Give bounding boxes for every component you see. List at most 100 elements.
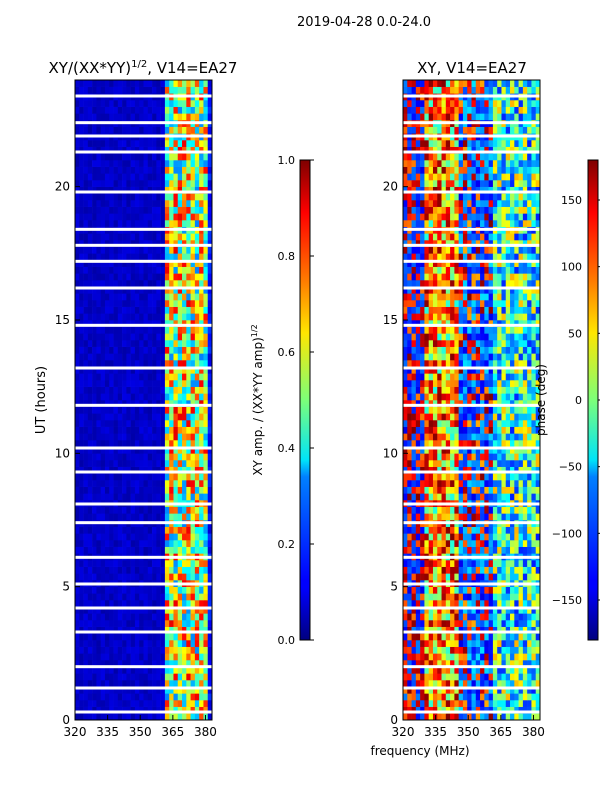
left-heatmap-cell: [79, 380, 84, 387]
left-heatmap-cell: [160, 586, 166, 594]
left-heatmap-cell: [87, 366, 93, 374]
right-heatmap-cell: [454, 560, 459, 567]
left-heatmap-cell: [190, 493, 196, 501]
left-heatmap-cell: [126, 620, 131, 627]
right-heatmap-cell: [411, 560, 417, 567]
left-heatmap-cell: [87, 353, 93, 361]
right-heatmap-cell: [514, 626, 519, 634]
left-heatmap-cell: [173, 140, 179, 147]
left-heatmap-cell: [87, 160, 93, 167]
right-heatmap-cell: [471, 600, 477, 607]
right-heatmap-cell: [415, 693, 421, 701]
left-heatmap-cell: [173, 393, 179, 401]
right-heatmap-cell: [441, 353, 447, 361]
right-heatmap-cell: [458, 586, 464, 594]
right-heatmap-cell: [492, 593, 498, 601]
right-heatmap-cell: [492, 353, 498, 361]
right-heatmap-cell: [450, 433, 455, 441]
left-heatmap-cell: [126, 426, 131, 434]
right-heatmap-cell: [403, 613, 408, 621]
left-heatmap-cell: [143, 80, 149, 87]
left-heatmap-cell: [173, 453, 179, 461]
left-heatmap-cell: [186, 193, 191, 201]
right-heatmap-cell: [432, 480, 438, 487]
left-heatmap-cell: [75, 166, 80, 174]
left-heatmap-cell: [177, 666, 183, 674]
right-heatmap-cell: [510, 613, 515, 621]
left-heatmap-cell: [164, 700, 170, 707]
right-heatmap-cell: [411, 693, 417, 701]
left-heatmap-cell: [139, 606, 144, 614]
left-heatmap-cell: [100, 606, 106, 614]
left-heatmap-cell: [156, 440, 161, 447]
left-heatmap-cell: [75, 173, 80, 181]
right-heatmap-cell: [497, 640, 502, 647]
left-heatmap-cell: [117, 400, 123, 407]
left-heatmap-cell: [147, 320, 153, 327]
left-heatmap-cell: [134, 626, 140, 634]
left-heatmap-cell: [156, 213, 161, 221]
right-heatmap-cell: [411, 640, 417, 647]
right-heatmap-cell: [432, 433, 438, 441]
right-heatmap-cell: [432, 420, 438, 427]
left-heatmap-cell: [75, 320, 80, 327]
right-heatmap-cell: [428, 686, 434, 694]
left-heatmap-cell: [164, 180, 170, 187]
right-heatmap-cell: [492, 713, 498, 721]
right-heatmap-cell: [458, 360, 464, 367]
left-heatmap-cell: [87, 426, 93, 434]
right-heatmap-cell: [527, 666, 532, 674]
left-heatmap-cell: [75, 493, 80, 501]
left-heatmap-cell: [207, 706, 213, 714]
right-heatmap-cell: [510, 666, 515, 674]
left-heatmap-cell: [164, 433, 170, 441]
left-heatmap-cell: [104, 160, 110, 167]
right-heatmap: [403, 80, 541, 721]
left-heatmap-cell: [134, 173, 140, 181]
left-heatmap-cell: [75, 506, 80, 514]
left-flag-stripe: [75, 470, 212, 474]
left-heatmap-cell: [100, 626, 106, 634]
left-heatmap-cell: [92, 600, 97, 607]
right-heatmap-cell: [535, 633, 541, 641]
left-heatmap-cell: [126, 293, 131, 301]
left-heatmap-cell: [104, 106, 110, 114]
left-heatmap-cell: [79, 180, 84, 187]
right-heatmap-cell: [450, 700, 455, 707]
left-heatmap-cell: [143, 660, 149, 667]
left-heatmap-cell: [194, 453, 200, 461]
left-heatmap-cell: [96, 353, 101, 361]
right-heatmap-cell: [527, 620, 532, 627]
left-heatmap-cell: [130, 386, 136, 394]
left-heatmap-cell: [152, 620, 157, 627]
right-heatmap-cell: [471, 460, 477, 467]
left-heatmap-cell: [199, 600, 204, 607]
right-heatmap-cell: [501, 426, 507, 434]
left-heatmap-cell: [173, 293, 179, 301]
left-heatmap-cell: [147, 506, 153, 514]
right-heatmap-cell: [488, 673, 494, 681]
left-heatmap-cell: [164, 280, 170, 287]
right-heatmap-cell: [458, 433, 464, 441]
left-heatmap-cell: [100, 706, 106, 714]
left-heatmap-cell: [182, 126, 187, 134]
left-heatmap-cell: [194, 380, 200, 387]
left-heatmap-cell: [169, 633, 174, 641]
right-heatmap-cell: [458, 353, 464, 361]
left-heatmap-cell: [113, 393, 119, 401]
right-heatmap-cell: [484, 686, 489, 694]
right-heatmap-cell: [441, 593, 447, 601]
left-heatmap-cell: [83, 446, 89, 454]
right-heatmap-cell: [510, 373, 515, 381]
right-heatmap-cell: [475, 686, 481, 694]
right-heatmap-cell: [480, 360, 485, 367]
right-heatmap-cell: [522, 346, 528, 354]
right-heatmap-cell: [518, 606, 524, 614]
left-heatmap-cell: [156, 273, 161, 281]
left-heatmap-cell: [100, 360, 106, 367]
left-heatmap-cell: [207, 460, 213, 467]
left-heatmap-cell: [207, 146, 213, 154]
left-heatmap-cell: [203, 593, 209, 601]
right-heatmap-cell: [518, 340, 524, 347]
left-heatmap-cell: [92, 453, 97, 461]
